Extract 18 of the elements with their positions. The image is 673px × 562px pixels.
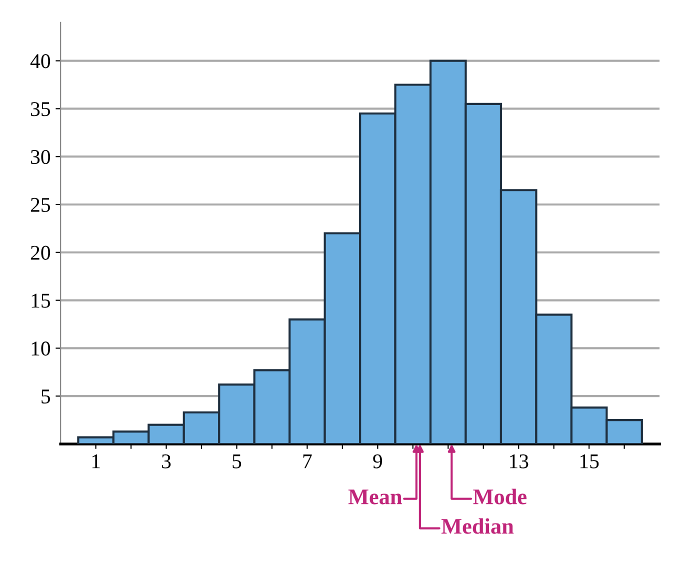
- annotation: Mean: [348, 490, 402, 504]
- y-tick-label: 40: [30, 54, 50, 68]
- y-tick-label: 25: [30, 198, 50, 212]
- x-tick-label: 13: [510, 454, 528, 468]
- annotation: Median: [441, 518, 514, 534]
- x-tick-label: 1: [92, 454, 100, 468]
- y-tick-label: 15: [32, 294, 50, 308]
- x-tick-label: 5: [232, 454, 242, 468]
- y-tick-label: 20: [30, 246, 50, 260]
- y-tick-label: 35: [31, 102, 50, 116]
- y-tick-label: 5: [42, 390, 50, 404]
- y-tick-label: 30: [31, 150, 50, 164]
- x-tick-label: 7: [303, 454, 312, 468]
- annotation: Mode: [473, 488, 527, 504]
- x-tick-label: 3: [162, 454, 171, 468]
- x-tick-label: 9: [373, 454, 382, 468]
- y-tick-label: 10: [32, 342, 50, 356]
- x-tick-label: 15: [580, 454, 599, 468]
